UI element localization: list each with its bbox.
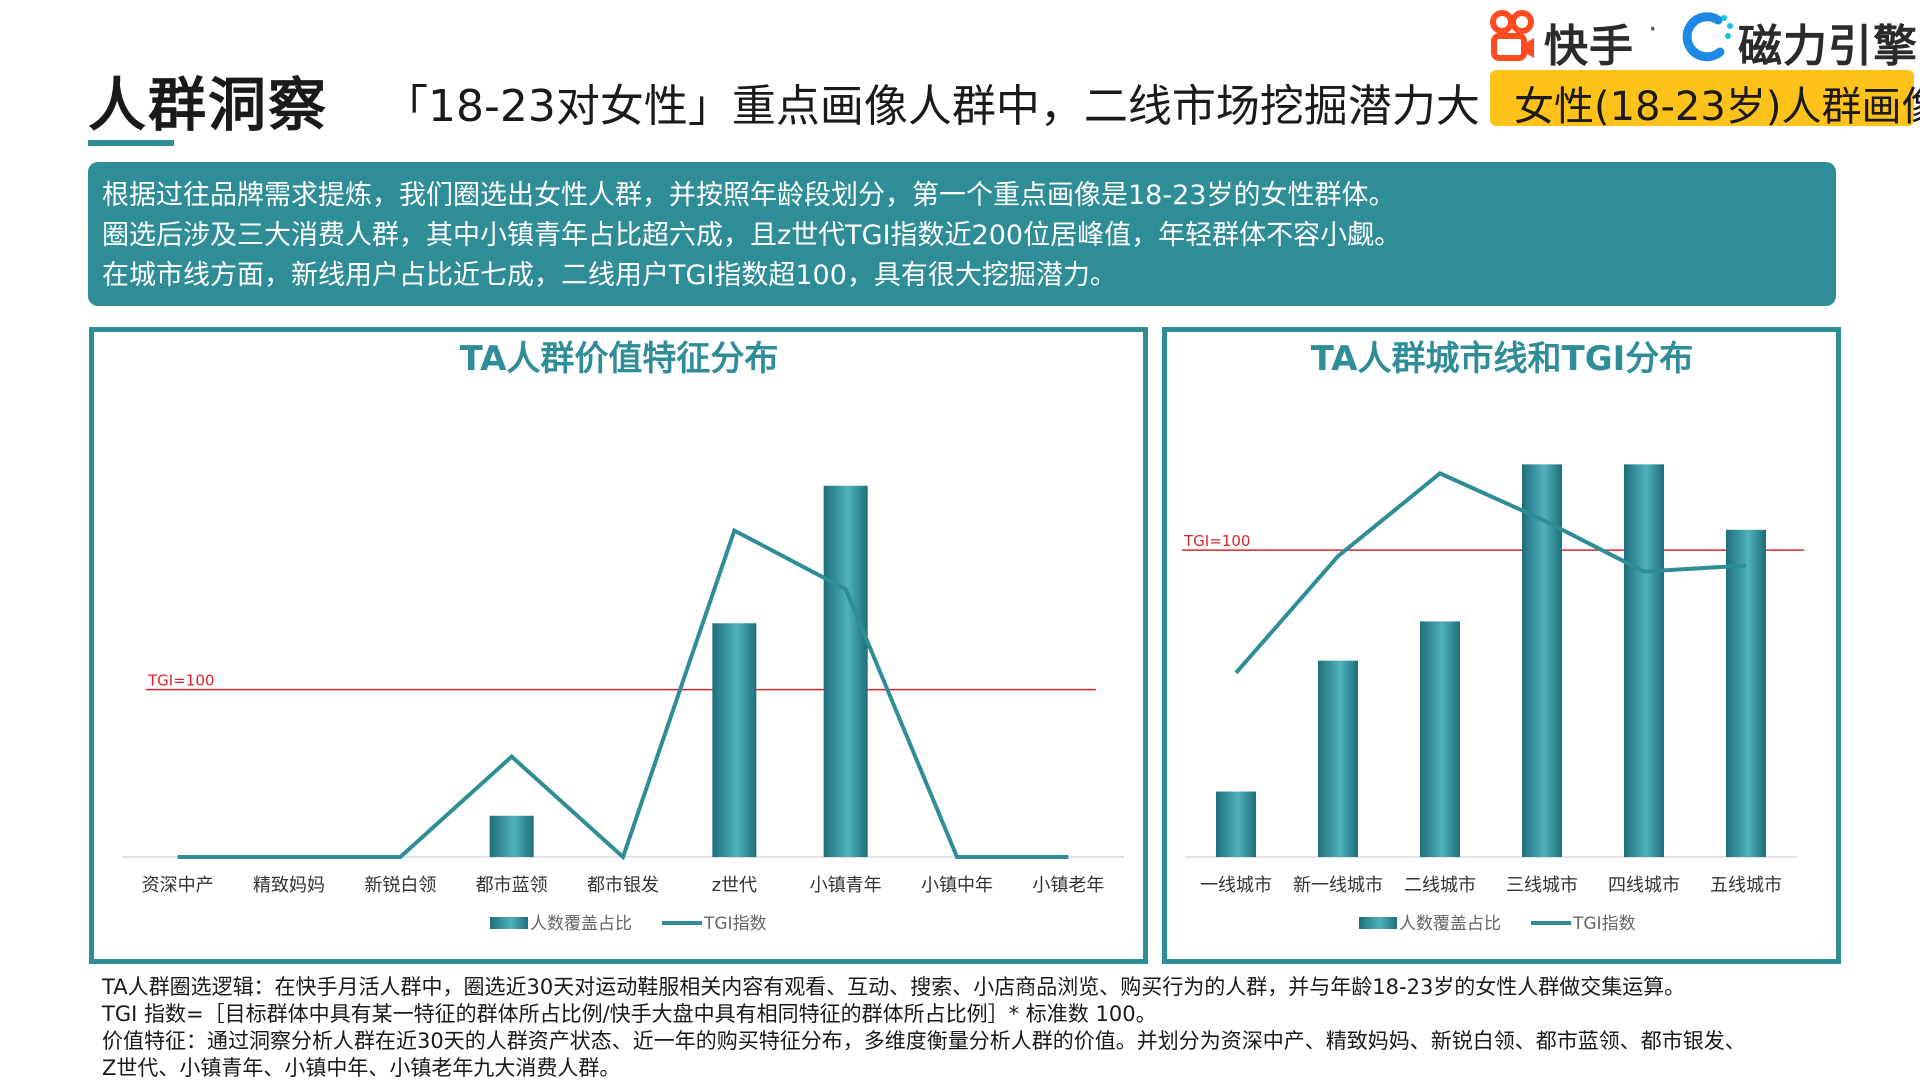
summary-line: 根据过往品牌需求提炼，我们圈选出女性人群，并按照年龄段划分，第一个重点画像是18… xyxy=(102,180,1396,211)
cilian-logo-icon xyxy=(1682,12,1733,62)
bar-都市蓝领 xyxy=(489,815,534,857)
tgi-series-line xyxy=(1234,471,1747,675)
logo-area: 快手 · 磁力引擎 xyxy=(1488,8,1918,72)
value-feature-chart: TA人群价值特征分布 TGI=100 资深中产 精致妈妈 新锐白领 都市蓝领 都市银发 z世代… xyxy=(122,339,1124,934)
bar-z世代 xyxy=(712,623,757,857)
audience-tag-box xyxy=(1490,70,1914,126)
legend-bar-label: 人数覆盖占比 xyxy=(1399,914,1501,934)
bar-二线城市 xyxy=(1420,621,1460,857)
x-tick-label: 五线城市 xyxy=(1710,875,1782,896)
x-tick-label: 二线城市 xyxy=(1404,875,1476,896)
page-subtitle: 「18-23对女性」重点画像人群中，二线市场挖掘潜力大 xyxy=(384,81,1480,132)
legend-bar-swatch xyxy=(1359,917,1397,929)
bar-一线城市 xyxy=(1216,791,1256,857)
tgi-series-line xyxy=(177,527,1069,861)
x-tick-label: 三线城市 xyxy=(1506,875,1578,896)
legend-line-label: TGI指数 xyxy=(1572,914,1636,934)
summary-line: 在城市线方面，新线用户占比近七成，二线用户TGI指数超100，具有很大挖掘潜力。 xyxy=(102,260,1117,291)
tgi-reference-label: TGI=100 xyxy=(1183,532,1250,550)
x-tick-label: 一线城市 xyxy=(1200,875,1272,896)
legend-bar-label: 人数覆盖占比 xyxy=(530,914,632,934)
bar-小镇青年 xyxy=(823,485,868,857)
title-underline xyxy=(88,140,174,146)
x-tick-label: 小镇中年 xyxy=(921,875,993,896)
x-tick-label: 小镇青年 xyxy=(810,875,882,896)
footnote-line: TGI 指数=［目标群体中具有某一特征的群体所占比例/快手大盘中具有相同特征的群… xyxy=(102,1002,1157,1026)
kuaishou-logo-text: 快手 xyxy=(1544,21,1634,72)
summary-box: 根据过往品牌需求提炼，我们圈选出女性人群，并按照年龄段划分，第一个重点画像是18… xyxy=(88,162,1836,306)
x-tick-label: 资深中产 xyxy=(142,875,214,896)
bar-五线城市 xyxy=(1726,529,1766,857)
page-title: 人群洞察 xyxy=(88,71,329,139)
x-tick-label: 都市银发 xyxy=(587,875,659,896)
footnote-line: Z世代、小镇青年、小镇中年、小镇老年九大消费人群。 xyxy=(102,1056,621,1080)
x-tick-label: 都市蓝领 xyxy=(476,875,548,896)
x-tick-label: 小镇老年 xyxy=(1032,875,1104,896)
footnote-line: TA人群圈选逻辑：在快手月活人群中，圈选近30天对运动鞋服相关内容有观看、互动、… xyxy=(102,975,1686,999)
logo-separator: · xyxy=(1648,12,1658,47)
chart-title: TA人群价值特征分布 xyxy=(460,339,779,379)
city-tier-chart: TA人群城市线和TGI分布 TGI=100 一线城市 新一线城市 二线城市 三线城市 四线城… xyxy=(1182,339,1804,934)
city-tier-chart-panel: TA人群城市线和TGI分布 TGI=100 一线城市 新一线城市 二线城市 三线城市 四线城… xyxy=(1162,327,1841,964)
tgi-reference-label: TGI=100 xyxy=(147,672,214,690)
kuaishou-logo-icon xyxy=(1490,10,1534,61)
x-tick-label: 新锐白领 xyxy=(364,875,436,896)
x-tick-label: 精致妈妈 xyxy=(253,875,325,896)
bar-新一线城市 xyxy=(1318,660,1358,857)
bar-三线城市 xyxy=(1522,464,1562,857)
legend-bar-swatch xyxy=(490,917,528,929)
value-feature-chart-panel: TA人群价值特征分布 TGI=100 资深中产 精致妈妈 新锐白领 都市蓝领 都市银发 z世代… xyxy=(89,327,1148,964)
x-tick-label: 四线城市 xyxy=(1608,875,1680,896)
chart-title: TA人群城市线和TGI分布 xyxy=(1311,339,1694,379)
legend-line-label: TGI指数 xyxy=(703,914,767,934)
footnote-line: 价值特征：通过洞察分析人群在近30天的人群资产状态、近一年的购买特征分布，多维度… xyxy=(102,1029,1746,1053)
summary-line: 圈选后涉及三大消费人群，其中小镇青年占比超六成，且z世代TGI指数近200位居峰… xyxy=(102,220,1402,251)
cilian-logo-text: 磁力引擎 xyxy=(1738,21,1918,72)
footnotes: TA人群圈选逻辑：在快手月活人群中，圈选近30天对运动鞋服相关内容有观看、互动、… xyxy=(102,974,1902,1082)
bar-四线城市 xyxy=(1624,464,1664,857)
x-tick-label: 新一线城市 xyxy=(1293,875,1383,896)
audience-tag-label: 女性(18-23岁)人群画像 xyxy=(1514,84,1920,130)
x-tick-label: z世代 xyxy=(712,875,757,896)
